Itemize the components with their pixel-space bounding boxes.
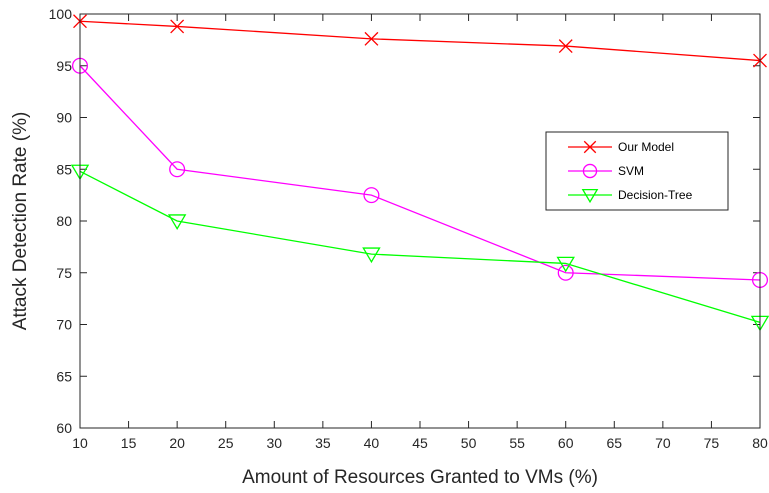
triangle-down-marker xyxy=(362,247,381,264)
y-tick-label: 95 xyxy=(56,58,72,74)
circle-marker xyxy=(169,161,186,178)
x-tick-label: 40 xyxy=(364,435,380,451)
legend-label: Decision-Tree xyxy=(618,188,693,202)
x-tick-label: 75 xyxy=(704,435,720,451)
legend-item: SVM xyxy=(568,163,644,179)
triangle-down-marker xyxy=(167,214,187,230)
y-tick-label: 90 xyxy=(56,110,72,126)
x-tick-label: 55 xyxy=(509,435,525,451)
x-tick-label: 20 xyxy=(169,435,185,451)
y-tick-label: 65 xyxy=(56,368,72,384)
x-tick-label: 70 xyxy=(655,435,671,451)
legend-label: SVM xyxy=(618,164,644,178)
circle-marker xyxy=(363,187,380,204)
x-tick-label: 80 xyxy=(752,435,768,451)
series-line xyxy=(79,65,761,281)
y-tick-label: 100 xyxy=(49,6,73,22)
legend-item: Decision-Tree xyxy=(568,188,693,204)
x-marker xyxy=(170,19,185,34)
y-tick-label: 80 xyxy=(56,213,72,229)
y-tick-label: 60 xyxy=(56,420,72,436)
y-axis-label: Attack Detection Rate (%) xyxy=(10,112,31,331)
x-tick-label: 25 xyxy=(218,435,234,451)
x-tick-label: 30 xyxy=(266,435,282,451)
series-layer xyxy=(70,14,769,332)
x-tick-label: 35 xyxy=(315,435,331,451)
triangle-down-marker xyxy=(556,256,575,273)
circle-marker xyxy=(557,264,574,281)
x-marker xyxy=(364,31,379,46)
x-tick-label: 50 xyxy=(461,435,477,451)
x-tick-label: 10 xyxy=(72,435,88,451)
x-tick-label: 15 xyxy=(121,435,137,451)
x-tick-label: 45 xyxy=(412,435,428,451)
legend-item: Our Model xyxy=(568,140,674,154)
plot-frame xyxy=(79,13,761,429)
y-tick-label: 85 xyxy=(56,161,72,177)
series-our-model xyxy=(73,14,767,68)
y-tick-label: 70 xyxy=(56,317,72,333)
legend-label: Our Model xyxy=(618,140,674,154)
y-tick-label: 75 xyxy=(56,265,72,281)
legend: Our Model SVM Decision-Tree xyxy=(545,131,729,211)
triangle-down-marker xyxy=(581,188,599,204)
x-axis-label: Amount of Resources Granted to VMs (%) xyxy=(242,467,598,488)
circle-marker xyxy=(582,163,598,179)
x-tick-label: 60 xyxy=(558,435,574,451)
x-marker xyxy=(583,140,597,154)
x-marker xyxy=(558,39,573,54)
x-tick-label: 65 xyxy=(606,435,622,451)
axis-ticks: 10 15 20 25 30 35 40 45 50 55 60 65 70 75 80 60 65 70 75 80… xyxy=(49,6,768,451)
series-line xyxy=(79,170,761,324)
